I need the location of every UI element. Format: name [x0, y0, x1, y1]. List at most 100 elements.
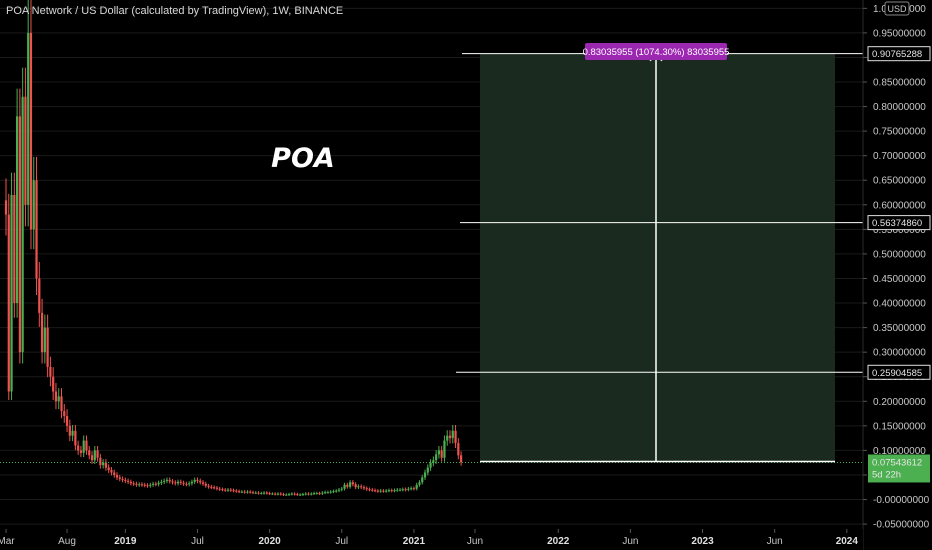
candle-body: [71, 430, 74, 436]
time-tick-label: Aug: [58, 536, 76, 547]
candle-body: [432, 460, 435, 463]
candle-body: [440, 450, 443, 458]
measure-box[interactable]: [480, 53, 835, 462]
candle-body: [376, 490, 379, 492]
overlay-layer: 0.83035955 (1074.30%) 83035955 POA Networ…: [6, 5, 729, 174]
candle-body: [337, 489, 341, 491]
currency-badge[interactable]: [884, 1, 910, 16]
price-tick-label: 0.75000000: [873, 127, 926, 138]
candle-body: [251, 492, 255, 494]
candle-body: [124, 479, 127, 481]
candle-body: [165, 479, 169, 481]
candle-body: [193, 479, 196, 482]
candle-body: [318, 493, 321, 495]
candle-body: [157, 482, 160, 485]
candle-body: [107, 467, 110, 471]
candle-body: [63, 411, 66, 417]
price-tick-label: 0.30000000: [873, 348, 926, 359]
price-tick-label: 0.70000000: [873, 151, 926, 162]
measure-layer: [480, 53, 835, 462]
candle-body: [282, 494, 285, 496]
price-tick-label: 0.60000000: [873, 200, 926, 211]
time-tick-label: Mar: [0, 536, 15, 547]
level-label-box: [867, 364, 931, 380]
candle-body: [185, 483, 188, 485]
candle-body: [304, 493, 307, 495]
price-tick-label: 0.55000000: [873, 225, 926, 236]
candle-body: [268, 493, 271, 495]
candle-body: [446, 435, 449, 441]
candle-body: [426, 467, 429, 473]
candle-body: [174, 482, 177, 484]
candle-body: [293, 493, 296, 495]
candle-body: [190, 481, 194, 484]
time-tick-label: 2019: [114, 536, 137, 547]
candle-body: [52, 376, 55, 392]
candle-body: [362, 487, 366, 489]
levels-layer: [0, 53, 863, 463]
candle-body: [135, 483, 138, 485]
candle-body: [68, 425, 71, 436]
candle-body: [285, 494, 288, 496]
level-label: 0.25904585: [872, 368, 922, 379]
candle-body: [262, 492, 266, 494]
candle-body: [460, 455, 463, 463]
candle-body: [421, 477, 424, 483]
candle-body: [179, 481, 182, 483]
candle-body: [163, 480, 166, 482]
candle-body: [224, 489, 227, 491]
time-tick-label: 2021: [403, 536, 426, 547]
candle-body: [435, 454, 438, 461]
candle-body: [215, 487, 218, 489]
time-tick-label: 2022: [547, 536, 570, 547]
candle-body: [390, 490, 393, 492]
candle-body: [129, 481, 132, 484]
candle-body: [210, 486, 213, 488]
candle-body: [40, 312, 44, 353]
candle-body: [299, 494, 302, 496]
candle-body: [437, 450, 440, 455]
price-tick-label: 0.80000000: [873, 102, 926, 113]
time-tick-label: Jul: [335, 536, 348, 547]
price-tick-label: -0.00000000: [873, 495, 930, 506]
candle-body: [324, 492, 327, 494]
candle-body: [240, 491, 243, 493]
candle-body: [27, 32, 30, 205]
candle-body: [82, 440, 85, 453]
time-tick-label: Jun: [467, 536, 483, 547]
candle-body: [121, 478, 124, 480]
candle-body: [443, 440, 446, 458]
measure-label: 0.83035955 (1074.30%) 83035955: [583, 47, 730, 58]
candle-body: [373, 490, 377, 492]
candle-body: [290, 493, 293, 495]
candle-body: [4, 200, 8, 215]
candle-body: [249, 491, 252, 493]
candle-body: [115, 474, 119, 478]
price-tick-label: 0.45000000: [873, 274, 926, 285]
candle-body: [365, 488, 368, 490]
candle-body: [7, 214, 10, 392]
candle-body: [354, 484, 357, 488]
candle-body: [276, 493, 280, 495]
time-tick-label: Jun: [622, 536, 638, 547]
candle-body: [307, 493, 310, 495]
candle-body: [182, 482, 185, 484]
candle-body: [346, 484, 349, 487]
candle-body: [104, 462, 107, 468]
candle-body: [312, 493, 316, 495]
candle-body: [351, 482, 354, 485]
candle-body: [57, 396, 60, 402]
candle-body: [138, 484, 141, 486]
candle-body: [171, 481, 174, 483]
candle-body: [176, 481, 180, 484]
candle-body: [404, 489, 407, 491]
candles-layer: [4, 0, 463, 496]
candle-body: [274, 493, 277, 495]
candle-body: [168, 479, 171, 482]
candle-body: [246, 491, 249, 493]
candle-body: [49, 366, 52, 377]
price-tick-label: 0.50000000: [873, 249, 926, 260]
candle-body: [110, 470, 113, 473]
